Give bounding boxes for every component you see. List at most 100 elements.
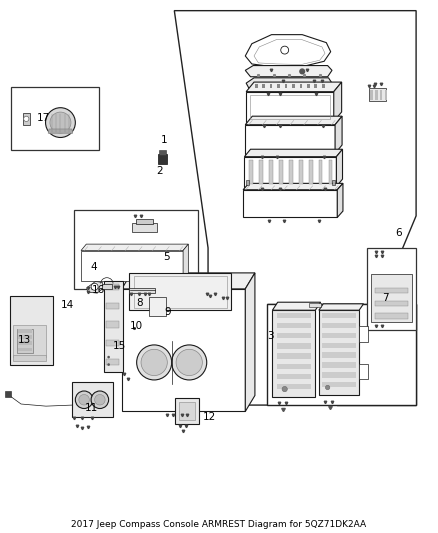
Bar	[5, 391, 11, 397]
Bar	[129, 288, 155, 293]
Bar	[332, 180, 335, 185]
Bar	[72, 382, 113, 417]
Bar	[380, 90, 382, 100]
Polygon shape	[359, 326, 368, 342]
Bar	[106, 284, 119, 290]
Bar	[106, 340, 119, 346]
Bar	[23, 113, 30, 125]
Circle shape	[137, 345, 172, 380]
Bar	[307, 84, 310, 88]
Text: 6: 6	[395, 229, 402, 238]
Circle shape	[75, 391, 93, 408]
Text: 12: 12	[203, 412, 216, 422]
Bar	[322, 372, 356, 377]
Polygon shape	[245, 66, 332, 77]
Bar	[11, 87, 99, 150]
Polygon shape	[81, 244, 188, 251]
Polygon shape	[243, 183, 343, 190]
Bar	[279, 160, 283, 184]
Polygon shape	[335, 116, 342, 154]
Circle shape	[107, 356, 110, 358]
Bar	[270, 84, 272, 88]
Bar	[375, 288, 408, 293]
Bar	[300, 84, 302, 88]
Text: 13: 13	[18, 335, 31, 345]
Polygon shape	[122, 273, 255, 289]
Polygon shape	[267, 304, 416, 405]
Text: 14: 14	[61, 300, 74, 310]
Bar	[277, 384, 311, 389]
Bar	[385, 90, 387, 100]
Circle shape	[107, 364, 110, 366]
Bar	[102, 284, 112, 289]
Polygon shape	[319, 310, 359, 395]
Text: 9: 9	[164, 307, 171, 317]
Polygon shape	[336, 149, 343, 187]
Polygon shape	[244, 149, 343, 157]
Bar	[255, 84, 258, 88]
Circle shape	[46, 108, 75, 138]
Bar	[322, 362, 356, 368]
Circle shape	[325, 385, 330, 390]
Polygon shape	[246, 92, 334, 122]
Text: 11: 11	[85, 403, 98, 413]
Circle shape	[299, 68, 305, 75]
Bar	[249, 160, 253, 184]
Circle shape	[281, 46, 289, 54]
Bar	[299, 160, 303, 184]
Bar	[18, 342, 32, 345]
Bar	[267, 304, 416, 405]
Bar	[132, 223, 157, 232]
Text: 4: 4	[91, 262, 98, 271]
Bar	[289, 160, 293, 184]
Bar	[328, 160, 332, 184]
Polygon shape	[337, 183, 343, 217]
Bar	[104, 281, 123, 372]
Circle shape	[176, 349, 202, 376]
Bar	[106, 303, 119, 309]
Polygon shape	[272, 310, 315, 397]
Bar	[318, 160, 322, 184]
Text: 16: 16	[92, 285, 105, 295]
Bar	[259, 160, 263, 184]
Bar	[129, 273, 231, 310]
Polygon shape	[244, 157, 336, 187]
Bar	[370, 90, 373, 100]
Polygon shape	[309, 303, 321, 307]
Bar	[277, 84, 280, 88]
Bar	[322, 313, 356, 318]
Bar	[285, 84, 287, 88]
Bar	[246, 180, 249, 185]
Bar	[18, 335, 32, 338]
Bar	[158, 154, 167, 164]
Bar	[175, 398, 199, 424]
Bar	[367, 248, 416, 330]
Bar	[322, 382, 356, 387]
Circle shape	[282, 386, 287, 392]
Bar	[369, 88, 386, 101]
Polygon shape	[81, 251, 183, 281]
Text: 1: 1	[161, 135, 168, 144]
Bar	[13, 355, 46, 361]
Bar	[262, 84, 265, 88]
Bar	[277, 353, 311, 359]
Polygon shape	[359, 364, 368, 379]
Circle shape	[91, 283, 98, 290]
Text: 10: 10	[130, 321, 143, 331]
Bar	[277, 343, 311, 349]
Text: 3: 3	[267, 331, 274, 341]
Bar	[179, 402, 195, 420]
Bar	[277, 364, 311, 369]
Bar	[277, 313, 311, 318]
Polygon shape	[245, 273, 255, 411]
Bar	[134, 276, 227, 308]
Bar	[149, 297, 166, 316]
Polygon shape	[122, 289, 245, 411]
Text: 5: 5	[163, 253, 170, 262]
Bar	[74, 210, 198, 289]
Bar	[308, 160, 313, 184]
Bar	[106, 321, 119, 328]
Circle shape	[95, 394, 105, 405]
Bar	[106, 359, 119, 365]
Bar	[277, 333, 311, 338]
